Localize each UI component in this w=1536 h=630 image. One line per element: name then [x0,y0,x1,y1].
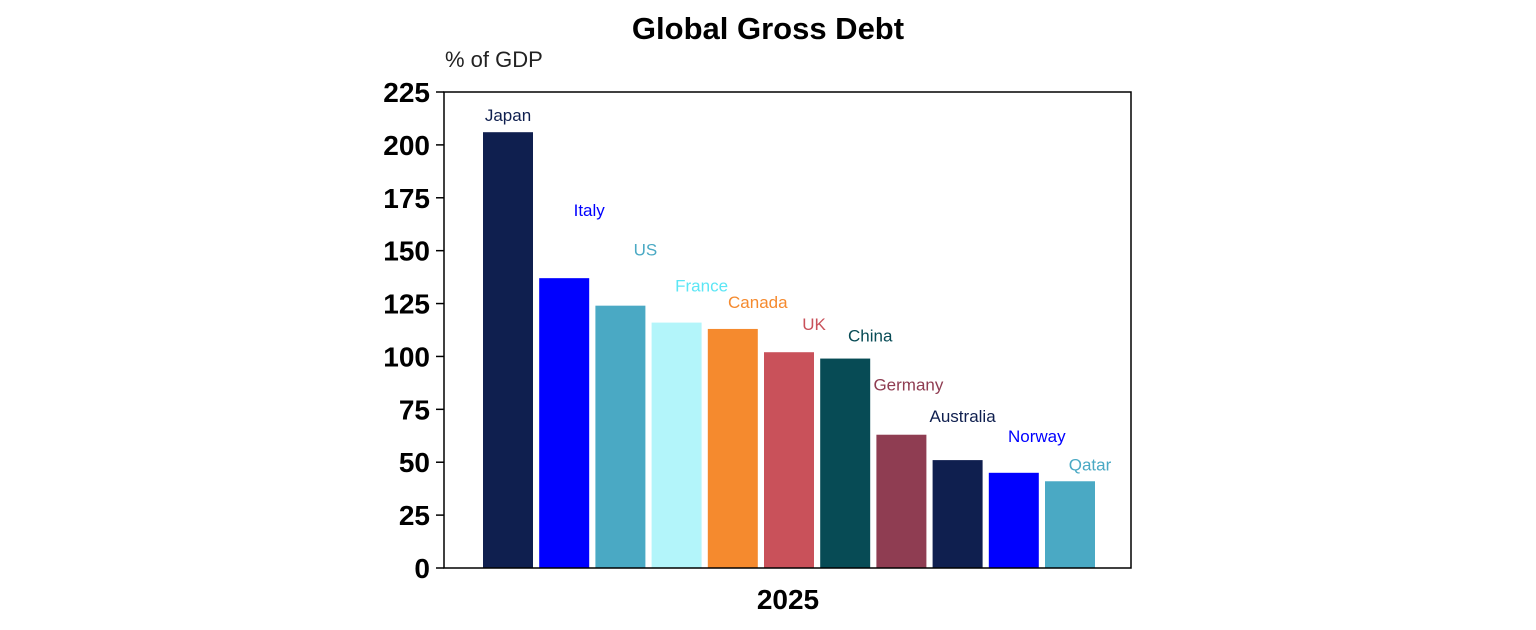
bar-label-australia: Australia [930,407,997,426]
bar-label-us: US [634,241,658,260]
x-category-label: 2025 [757,584,819,615]
plot-frame [443,91,1132,569]
bar-uk [764,352,814,568]
bar-label-japan: Japan [485,106,531,125]
bar-label-canada: Canada [728,293,788,312]
bar-germany [876,434,927,568]
y-tick-label: 150 [383,236,430,267]
bar-label-qatar: Qatar [1069,455,1112,474]
bar-france [651,322,702,568]
bar-china [820,358,871,568]
y-tick-label: 200 [383,130,430,161]
y-tick-label: 75 [399,394,430,425]
bar-us [595,305,646,568]
y-tick-label: 125 [383,289,430,320]
bar-norway [988,472,1039,568]
bar-label-italy: Italy [574,201,606,220]
bar-japan [483,132,533,568]
y-tick-label: 225 [383,77,430,108]
bar-canada [707,328,758,568]
bar-label-norway: Norway [1008,427,1066,446]
y-tick-label: 50 [399,447,430,478]
bar-label-france: France [675,277,728,296]
bar-italy [539,278,590,568]
y-tick-label: 0 [414,553,430,584]
y-tick-label: 100 [383,341,430,372]
bar-label-uk: UK [802,315,826,334]
bar-qatar [1045,481,1095,568]
y-tick-label: 25 [399,500,430,531]
y-tick-label: 175 [383,183,430,214]
y-axis-unit-label: % of GDP [445,47,543,72]
y-axis: 0 25 50 75 100 125 150 175 200 225 [383,77,444,584]
bar-australia [932,460,983,568]
bar-series [483,132,1095,568]
bar-label-germany: Germany [873,376,943,395]
bar-label-china: China [848,327,893,346]
chart-title: Global Gross Debt [632,11,904,46]
